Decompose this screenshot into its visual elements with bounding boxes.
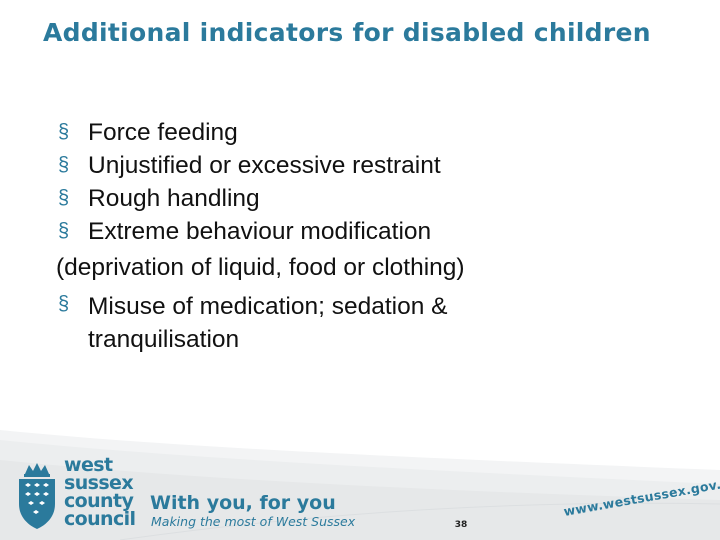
wordmark-line: sussex (64, 472, 134, 494)
wordmark-line: council (64, 508, 136, 530)
bullet-marker-icon: § (58, 187, 70, 209)
bullet-item: § Unjustified or excessive restraint (58, 149, 698, 182)
bullet-text: Extreme behaviour modification (88, 218, 432, 245)
bullet-text: Misuse of medication; sedation & tranqui… (88, 293, 448, 353)
bullet-item: § Force feeding (58, 116, 698, 149)
county-crest-icon (19, 463, 55, 529)
footer-swoosh-graphic (0, 430, 720, 540)
footer-tagline: With you, for you (150, 492, 336, 514)
page-number: 38 (454, 520, 468, 530)
footer-sub-tagline: Making the most of West Sussex (151, 514, 356, 529)
wordmark-line: county (64, 490, 134, 512)
wordmark-line: west (64, 454, 113, 476)
bullet-marker-icon: § (58, 121, 70, 143)
continuation-text: (deprivation of liquid, food or clothing… (56, 254, 465, 281)
council-logo-wordmark: west sussex county council (64, 454, 136, 530)
bullet-item: § Misuse of medication; sedation & tranq… (58, 288, 698, 356)
bullet-item: § Extreme behaviour modification (58, 215, 698, 248)
bullet-marker-icon: § (58, 154, 70, 176)
bullet-text: Rough handling (88, 185, 260, 212)
bullet-item: § Rough handling (58, 182, 698, 215)
bullet-text: Force feeding (88, 119, 238, 146)
bullet-marker-icon: § (58, 293, 70, 315)
bullet-text: Unjustified or excessive restraint (88, 152, 441, 179)
slide-body: § Force feeding § Unjustified or excessi… (56, 116, 698, 356)
bullet-marker-icon: § (58, 220, 70, 242)
slide-title: Additional indicators for disabled child… (43, 18, 651, 47)
